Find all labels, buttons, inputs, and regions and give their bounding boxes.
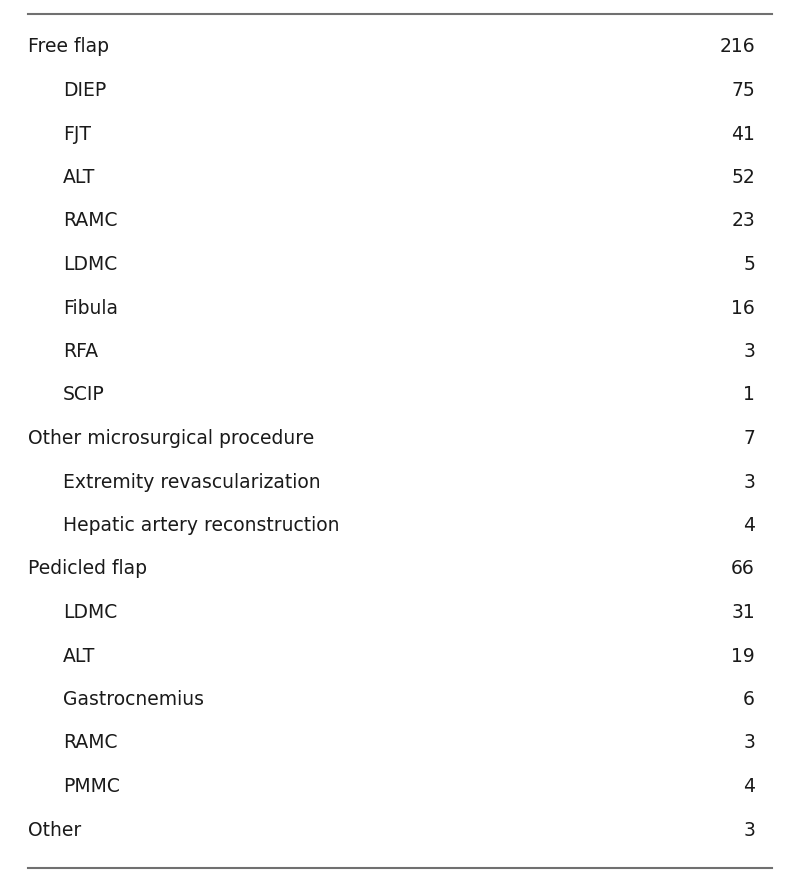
Text: 6: 6: [743, 690, 755, 709]
Text: RFA: RFA: [63, 342, 98, 361]
Text: 3: 3: [743, 733, 755, 752]
Text: 75: 75: [731, 81, 755, 100]
Text: Extremity revascularization: Extremity revascularization: [63, 472, 321, 492]
Text: 52: 52: [731, 168, 755, 187]
Text: 66: 66: [731, 559, 755, 579]
Text: Pedicled flap: Pedicled flap: [28, 559, 147, 579]
Text: 23: 23: [731, 212, 755, 230]
Text: LDMC: LDMC: [63, 603, 118, 622]
Text: RAMC: RAMC: [63, 212, 118, 230]
Text: 4: 4: [743, 516, 755, 535]
Text: Other: Other: [28, 821, 82, 839]
Text: Free flap: Free flap: [28, 37, 109, 57]
Text: 1: 1: [743, 386, 755, 404]
Text: Fibula: Fibula: [63, 299, 118, 317]
Text: Other microsurgical procedure: Other microsurgical procedure: [28, 429, 314, 448]
Text: 4: 4: [743, 777, 755, 796]
Text: PMMC: PMMC: [63, 777, 120, 796]
Text: 41: 41: [731, 124, 755, 143]
Text: ALT: ALT: [63, 646, 95, 666]
Text: 19: 19: [731, 646, 755, 666]
Text: 3: 3: [743, 342, 755, 361]
Text: 5: 5: [743, 255, 755, 274]
Text: DIEP: DIEP: [63, 81, 106, 100]
Text: 3: 3: [743, 821, 755, 839]
Text: Hepatic artery reconstruction: Hepatic artery reconstruction: [63, 516, 339, 535]
Text: ALT: ALT: [63, 168, 95, 187]
Text: LDMC: LDMC: [63, 255, 118, 274]
Text: SCIP: SCIP: [63, 386, 105, 404]
Text: RAMC: RAMC: [63, 733, 118, 752]
Text: 16: 16: [731, 299, 755, 317]
Text: 216: 216: [719, 37, 755, 57]
Text: 7: 7: [743, 429, 755, 448]
Text: Gastrocnemius: Gastrocnemius: [63, 690, 204, 709]
Text: 3: 3: [743, 472, 755, 492]
Text: 31: 31: [731, 603, 755, 622]
Text: FJT: FJT: [63, 124, 91, 143]
